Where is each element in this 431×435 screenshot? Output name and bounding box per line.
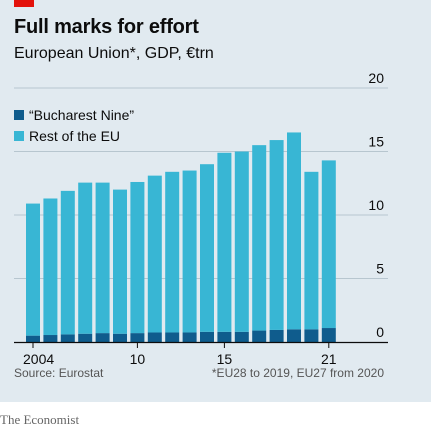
legend-swatch-rest-of-eu bbox=[14, 130, 24, 141]
bar-rest-of-eu-2004 bbox=[26, 203, 40, 336]
footnote: *EU28 to 2019, EU27 from 2020 bbox=[211, 366, 384, 380]
bar-rest-of-eu-2016 bbox=[234, 151, 249, 332]
legend-item-rest-of-eu: Rest of the EU bbox=[14, 125, 134, 146]
bar-bucharest-nine-2020 bbox=[304, 329, 319, 342]
x-tick-label: 2004 bbox=[23, 351, 54, 367]
bar-rest-of-eu-2017 bbox=[252, 145, 267, 331]
y-tick-label: 0 bbox=[376, 324, 384, 340]
legend-item-bucharest-nine: “Bucharest Nine” bbox=[14, 104, 134, 125]
bar-rest-of-eu-2013 bbox=[182, 170, 197, 333]
bar-rest-of-eu-2021 bbox=[321, 160, 336, 329]
legend-label-rest-of-eu: Rest of the EU bbox=[29, 127, 121, 144]
y-tick-label: 5 bbox=[376, 261, 384, 277]
bar-bucharest-nine-2004 bbox=[26, 335, 40, 342]
bar-rest-of-eu-2011 bbox=[147, 175, 162, 333]
bar-bucharest-nine-2007 bbox=[78, 333, 93, 342]
bar-rest-of-eu-2012 bbox=[165, 171, 180, 333]
bar-rest-of-eu-2007 bbox=[78, 182, 93, 334]
x-tick-label: 15 bbox=[217, 351, 233, 367]
bar-bucharest-nine-2008 bbox=[95, 333, 110, 342]
bar-bucharest-nine-2019 bbox=[287, 329, 301, 342]
bar-rest-of-eu-2020 bbox=[304, 171, 319, 330]
bar-rest-of-eu-2010 bbox=[130, 181, 145, 334]
economist-red-tag bbox=[14, 0, 34, 7]
bar-bucharest-nine-2010 bbox=[130, 333, 145, 342]
bar-bucharest-nine-2011 bbox=[147, 332, 162, 342]
bar-rest-of-eu-2009 bbox=[113, 189, 127, 334]
bar-bucharest-nine-2006 bbox=[60, 334, 75, 342]
chart-subtitle: European Union*, GDP, €trn bbox=[14, 45, 214, 62]
bar-chart: 0 5 10 15 20 2004 10 15 21 bbox=[14, 70, 388, 367]
source-note: Source: Eurostat bbox=[14, 366, 104, 380]
bar-bucharest-nine-2009 bbox=[113, 333, 127, 342]
legend-label-bucharest-nine: “Bucharest Nine” bbox=[29, 106, 135, 123]
bar-rest-of-eu-2018 bbox=[269, 140, 284, 330]
bar-bucharest-nine-2015 bbox=[217, 331, 232, 342]
bar-rest-of-eu-2005 bbox=[43, 198, 58, 336]
bar-bucharest-nine-2013 bbox=[182, 332, 197, 342]
bar-rest-of-eu-2006 bbox=[60, 190, 75, 335]
bar-rest-of-eu-2014 bbox=[200, 164, 214, 332]
bar-rest-of-eu-2015 bbox=[217, 152, 232, 332]
bar-rest-of-eu-2008 bbox=[95, 182, 110, 334]
y-tick-label: 10 bbox=[368, 197, 384, 213]
y-tick-label: 20 bbox=[368, 70, 384, 86]
bar-bucharest-nine-2017 bbox=[252, 330, 267, 342]
bar-bucharest-nine-2018 bbox=[269, 329, 284, 342]
chart-title: Full marks for effort bbox=[14, 16, 199, 38]
bar-bucharest-nine-2016 bbox=[234, 331, 249, 342]
y-axis-ticks: 0 5 10 15 20 bbox=[368, 70, 384, 340]
bar-bucharest-nine-2012 bbox=[165, 332, 180, 342]
x-axis-ticks: 2004 10 15 21 bbox=[23, 342, 337, 367]
y-tick-label: 15 bbox=[368, 134, 384, 150]
bars bbox=[26, 132, 336, 342]
bar-rest-of-eu-2019 bbox=[287, 132, 301, 330]
legend: “Bucharest Nine” Rest of the EU bbox=[14, 104, 134, 146]
bar-bucharest-nine-2005 bbox=[43, 335, 58, 342]
x-tick-label: 10 bbox=[130, 351, 146, 367]
x-tick-label: 21 bbox=[321, 351, 337, 367]
bar-bucharest-nine-2014 bbox=[200, 331, 214, 342]
brand-wordmark: The Economist bbox=[0, 412, 80, 427]
bar-bucharest-nine-2021 bbox=[321, 328, 336, 342]
legend-swatch-bucharest-nine bbox=[14, 109, 24, 120]
